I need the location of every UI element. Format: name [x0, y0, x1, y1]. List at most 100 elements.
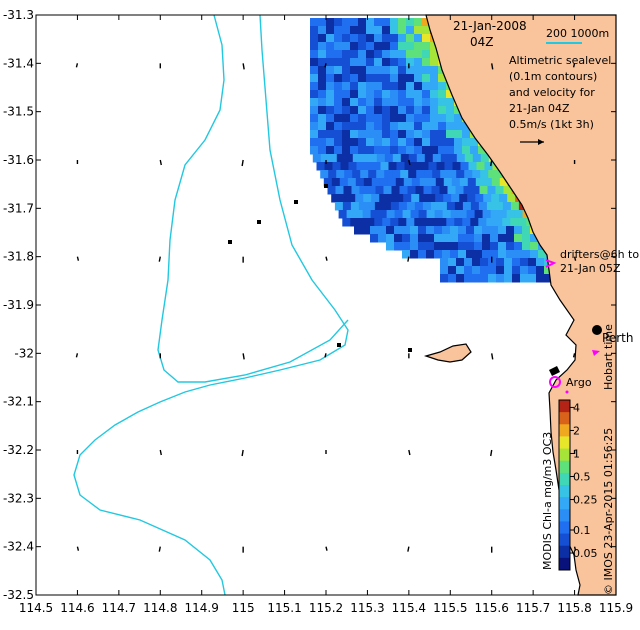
chl-pixel	[318, 130, 327, 139]
chl-pixel	[446, 146, 455, 155]
chl-pixel	[384, 170, 393, 179]
chl-pixel	[495, 186, 504, 195]
chl-pixel	[382, 50, 391, 59]
chl-pixel	[520, 266, 529, 275]
chl-pixel	[422, 82, 431, 91]
chl-pixel	[474, 250, 483, 259]
chl-pixel	[358, 50, 367, 59]
chl-pixel	[350, 98, 359, 107]
colorbar-segment	[559, 545, 570, 559]
chl-pixel	[358, 98, 367, 107]
chl-pixel	[350, 202, 360, 211]
chl-pixel	[318, 138, 327, 147]
chl-pixel	[310, 74, 319, 83]
chl-pixel	[378, 226, 387, 235]
chl-pixel	[407, 186, 416, 195]
chl-pixel	[382, 218, 391, 227]
chl-pixel	[342, 146, 351, 155]
chl-pixel	[411, 194, 420, 203]
chl-pixel	[422, 90, 431, 99]
chl-pixel	[326, 58, 335, 67]
chl-pixel	[331, 194, 340, 203]
chl-pixel	[426, 210, 436, 219]
colorbar-ticks: 4 2 1 0.5 0.25 0.1 0.05	[570, 401, 598, 560]
chl-pixel	[430, 82, 439, 91]
chl-pixel	[414, 66, 423, 75]
colorbar-segment	[559, 557, 570, 571]
chl-pixel	[414, 218, 423, 227]
chl-pixel	[382, 74, 391, 83]
chl-pixel	[334, 146, 343, 155]
chl-pixel	[462, 218, 471, 227]
chl-pixel	[410, 250, 419, 259]
chl-pixel	[536, 266, 545, 275]
chl-pixel	[358, 18, 367, 27]
chl-pixel	[310, 82, 319, 91]
chl-pixel	[410, 210, 420, 219]
chl-pixel	[424, 154, 434, 163]
legend-line-3: 21-Jan 04Z	[509, 102, 570, 115]
chl-pixel	[470, 138, 479, 147]
chl-pixel	[326, 114, 335, 123]
chl-pixel	[350, 114, 359, 123]
chl-pixel	[342, 74, 351, 83]
chl-pixel	[432, 154, 442, 163]
colorbar-segment	[559, 509, 570, 522]
chl-pixel	[398, 130, 407, 139]
chl-pixel	[446, 122, 455, 131]
chl-pixel	[464, 266, 473, 275]
chl-pixel	[390, 218, 399, 227]
chl-pixel	[406, 202, 416, 211]
chl-pixel	[390, 90, 399, 99]
chl-pixel	[350, 130, 359, 139]
chl-pixel	[499, 178, 509, 187]
chl-pixel	[466, 242, 475, 251]
x-tick-label: 114.9	[185, 601, 219, 615]
chl-pixel	[323, 178, 333, 187]
chl-pixel	[446, 114, 455, 123]
chl-pixel	[454, 202, 464, 211]
chl-pixel	[434, 234, 443, 243]
chl-pixel	[383, 186, 392, 195]
colorbar-tick-label: 0.5	[573, 471, 591, 484]
isobath-1000m	[157, 14, 349, 383]
chl-pixel	[536, 258, 545, 267]
chl-pixel	[386, 210, 396, 219]
chl-pixel	[350, 218, 359, 227]
chl-pixel	[504, 258, 513, 267]
chl-pixel	[406, 82, 415, 91]
chl-pixel	[418, 250, 427, 259]
chl-pixel	[358, 74, 367, 83]
chl-pixel	[440, 266, 449, 275]
chl-pixel	[352, 154, 362, 163]
chl-pixel	[435, 178, 445, 187]
chl-pixel	[350, 106, 359, 115]
chl-pixel	[430, 58, 439, 67]
chl-pixel	[464, 154, 474, 163]
chl-pixel	[310, 122, 319, 131]
legend-line-0: Altimetric sealevel	[509, 54, 611, 67]
chl-pixel	[342, 106, 351, 115]
chl-pixel	[412, 162, 421, 171]
chl-pixel	[366, 130, 375, 139]
drifter-marker-icon	[545, 259, 557, 268]
chl-pixel	[358, 58, 367, 67]
colorbar-segment	[559, 533, 570, 547]
chl-pixel	[418, 242, 427, 251]
chl-pixel	[423, 186, 432, 195]
chl-pixel	[467, 178, 477, 187]
chl-pixel	[334, 202, 344, 211]
chl-pixel	[414, 18, 423, 27]
chl-pixel	[454, 114, 463, 123]
chl-pixel	[428, 162, 437, 171]
argo-label: Argo	[566, 376, 592, 389]
chl-pixel	[310, 138, 319, 147]
chl-pixel	[414, 58, 423, 67]
colorbar-segment	[559, 400, 570, 413]
chl-pixel	[328, 170, 337, 179]
chl-pixel	[414, 122, 423, 131]
chl-pixel	[399, 186, 408, 195]
chl-pixel	[358, 122, 367, 131]
velocity-arrow	[158, 546, 161, 552]
chl-pixel	[422, 106, 431, 115]
